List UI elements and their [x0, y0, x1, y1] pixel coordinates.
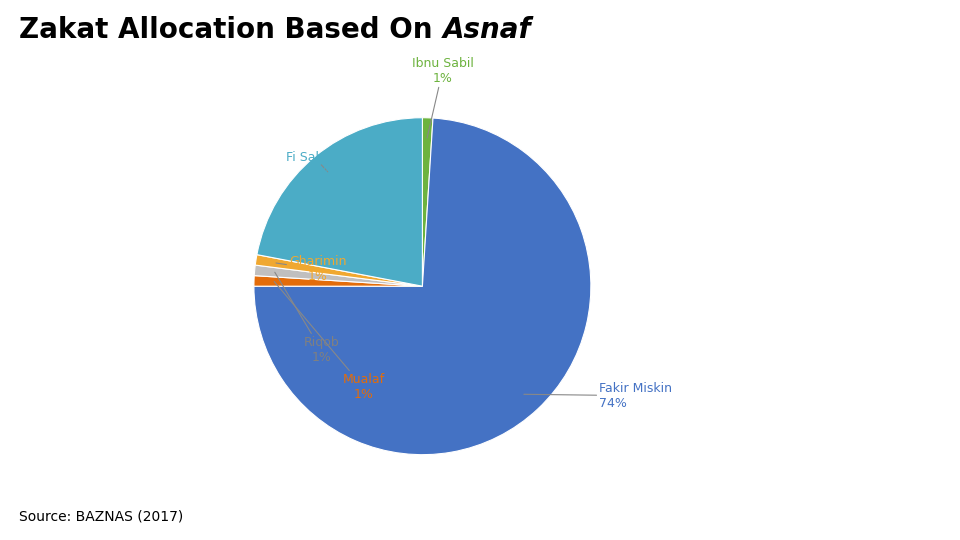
Wedge shape [255, 255, 422, 286]
Text: Asnaf: Asnaf [443, 16, 531, 44]
Text: Zakat Allocation Based On: Zakat Allocation Based On [19, 16, 443, 44]
Text: Fakir Miskin
74%: Fakir Miskin 74% [524, 382, 672, 410]
Text: Gharimin
1%: Gharimin 1% [276, 255, 347, 284]
Text: Source: BAZNAS (2017): Source: BAZNAS (2017) [19, 510, 183, 524]
Text: Ibnu Sabil
1%: Ibnu Sabil 1% [412, 57, 473, 138]
Wedge shape [257, 118, 422, 286]
Wedge shape [254, 265, 422, 286]
Wedge shape [253, 275, 422, 286]
Wedge shape [253, 118, 590, 455]
Text: Riqob
1%: Riqob 1% [275, 272, 339, 364]
Wedge shape [422, 118, 433, 286]
Text: Mualaf
1%: Mualaf 1% [275, 281, 385, 401]
Text: Fi Sabilillah
22%: Fi Sabilillah 22% [286, 151, 356, 179]
